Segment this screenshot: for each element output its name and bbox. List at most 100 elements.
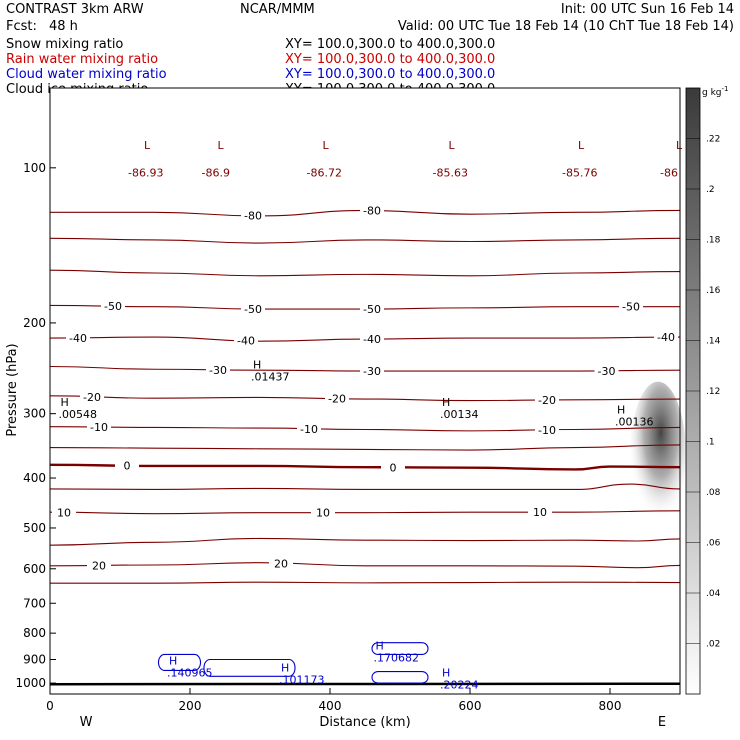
contour-labels: -80 -80 -50 -50 -50 -50 -40 -40 -40 -40 -30 -30 -30 -…: [52, 204, 678, 572]
x-tick-label: 0: [46, 699, 54, 713]
isotherm-label: 10: [316, 507, 330, 520]
isotherm-label: -50: [244, 303, 262, 316]
isotherm-label: -30: [598, 365, 616, 378]
isotherm-label-bg: [241, 209, 265, 222]
header-init: Init: 00 UTC Sun 16 Feb 14: [561, 2, 734, 17]
isotherm-line: [49, 426, 681, 432]
isotherm-label: -80: [363, 205, 381, 218]
isotherm-label-bg: [360, 333, 384, 346]
isotherm-label: -50: [104, 300, 122, 313]
extremum-marker: H: [61, 396, 69, 409]
isotherm-label-bg: [535, 394, 559, 407]
isotherm-label-bg: [101, 300, 125, 313]
isotherm-label: 10: [57, 506, 71, 519]
isotherm-label: 20: [92, 559, 106, 572]
field-xy: XY= 100.0,300.0 to 400.0,300.0: [285, 52, 495, 67]
cloud-water-contours: [157, 642, 429, 684]
isotherm-line: [49, 395, 681, 402]
colorbar-tick-label: .18: [706, 236, 721, 246]
isotherm-label: 10: [533, 506, 547, 519]
isotherm-label-bg: [87, 421, 111, 434]
y-tick-label: 300: [23, 407, 46, 421]
extremum-value: .101173: [279, 674, 325, 687]
isotherm-line: [49, 444, 681, 451]
isotherm-label: -40: [69, 332, 87, 345]
isotherm-label-bg: [381, 461, 405, 474]
isotherm-label: -40: [237, 335, 255, 348]
colorbar-tick-label: .04: [706, 589, 721, 599]
cloud-water-contour: [157, 653, 202, 671]
isotherm-label-bg: [66, 331, 90, 344]
y-tick-label: 800: [23, 626, 46, 640]
colorbar-unit: g kg-1: [702, 85, 728, 98]
isotherm-line: [49, 483, 681, 491]
low-marker: L: [578, 139, 585, 152]
colorbar-tick-label: .08: [706, 488, 721, 498]
extremum-value: .20224: [440, 678, 479, 691]
low-value: -86.72: [307, 167, 342, 180]
x-tick-label: 600: [459, 699, 482, 713]
colorbar-ticks: .02 .04 .06 .08 .1 .12 .14 .16 .18 .2 .22: [686, 135, 721, 650]
header-title: CONTRAST 3km ARW: [6, 2, 144, 17]
header-center: NCAR/MMM: [240, 2, 315, 17]
isotherm-label: -80: [244, 210, 262, 223]
cloud-ice-shading: [630, 381, 686, 528]
field-name: Cloud water mixing ratio: [6, 67, 167, 82]
extremum-marker: H: [376, 639, 384, 652]
header-valid: Valid: 00 UTC Tue 18 Feb 14 (10 ChT Tue …: [398, 19, 734, 34]
colorbar-tick-label: .12: [706, 387, 720, 397]
isotherm-label: -30: [363, 365, 381, 378]
isotherm-label-bg: [594, 364, 619, 377]
x-tick-label: 400: [319, 699, 342, 713]
isotherm-line: [49, 510, 681, 515]
isotherm-label-bg: [360, 204, 384, 217]
isotherm-label: -20: [328, 393, 346, 406]
extremum-marker: H: [617, 404, 625, 417]
cloud-ice-plume: [630, 381, 686, 528]
y-tick-label: 1000: [15, 676, 46, 690]
extremum-marker: H: [253, 358, 261, 371]
extremum-value: .00134: [440, 408, 479, 421]
field-name: Snow mixing ratio: [6, 37, 123, 52]
isotherm-line: [49, 537, 681, 546]
isotherm-label-bg: [297, 422, 321, 435]
y-axis-label: Pressure (hPa): [5, 343, 20, 436]
isotherm-label-bg: [80, 390, 104, 403]
extremum-marker: H: [442, 666, 450, 679]
isotherm-label-bg: [654, 331, 678, 344]
extremum-value: .170682: [374, 651, 420, 664]
isotherm-label: 0: [124, 460, 131, 473]
low-value: -86.93: [128, 167, 163, 180]
isotherm-label: -40: [363, 333, 381, 346]
extremum-value: .01437: [251, 370, 290, 383]
colorbar-tick-label: .06: [706, 539, 721, 549]
x-tick-label: 200: [179, 699, 202, 713]
plot-area: [50, 88, 680, 694]
low-marker: L: [449, 139, 456, 152]
isotherm-line: [49, 269, 681, 277]
colorbar-tick-label: .14: [706, 337, 721, 347]
isotherm-label-bg: [52, 506, 76, 519]
axes: 0 200 400 600 800100200300400500600700800900…: [15, 161, 621, 713]
low-value: -86.9: [202, 167, 230, 180]
plot-frame: [49, 87, 681, 695]
isotherm-label: -10: [300, 423, 318, 436]
low-marker: L: [144, 139, 151, 152]
isotherm-label-bg: [360, 365, 384, 378]
low-marker: L: [323, 139, 330, 152]
header-fcst-value: 48 h: [49, 19, 78, 34]
y-tick-label: 600: [23, 562, 46, 576]
isotherm-label: -40: [657, 331, 675, 344]
isotherm-label-bg: [241, 302, 265, 315]
colorbar-tick-label: .16: [706, 286, 721, 296]
colorbar-tick-label: .1: [706, 438, 715, 448]
cloud-water-contour: [371, 642, 429, 656]
x-end-label-east: E: [658, 715, 666, 730]
isotherm-label-bg: [528, 506, 552, 519]
field-xy: XY= 100.0,300.0 to 400.0,300.0: [285, 37, 495, 52]
isotherm-label: -10: [538, 424, 556, 437]
y-tick-label: 900: [23, 653, 46, 667]
isotherm-line: [49, 562, 681, 569]
